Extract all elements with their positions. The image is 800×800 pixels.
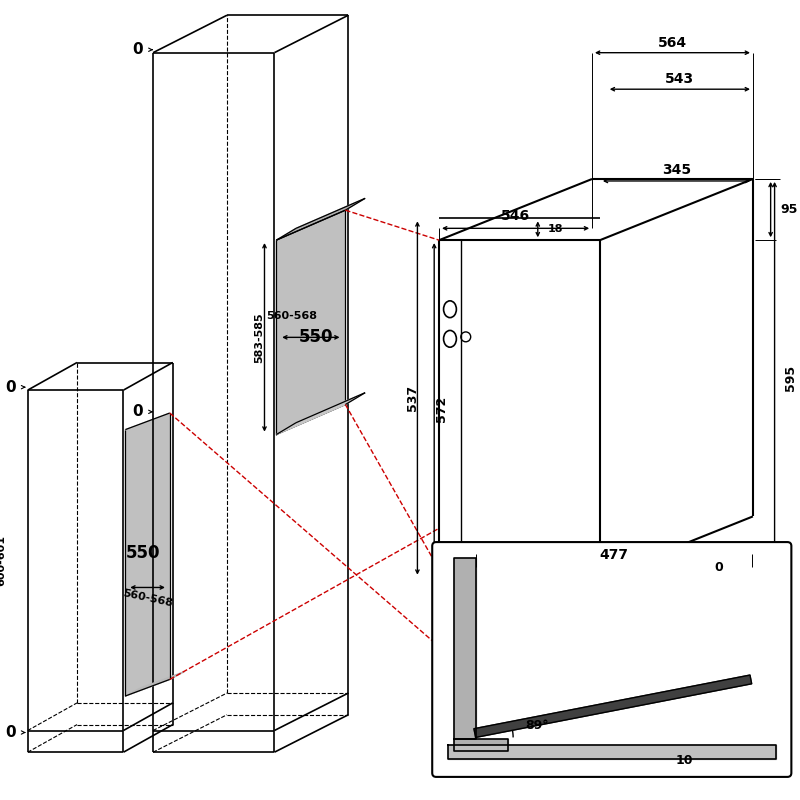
Text: 10: 10 (676, 754, 694, 766)
Text: 20: 20 (506, 582, 524, 595)
Polygon shape (474, 675, 752, 738)
Text: 572: 572 (434, 396, 447, 422)
Text: 583-585: 583-585 (254, 312, 265, 362)
Text: 550: 550 (298, 328, 333, 346)
Text: 5: 5 (457, 565, 465, 574)
Text: 0: 0 (6, 725, 16, 740)
Text: 0: 0 (133, 404, 143, 419)
Text: 543: 543 (666, 72, 694, 86)
Text: 18: 18 (548, 224, 563, 234)
Polygon shape (276, 198, 365, 240)
Text: 595: 595 (510, 594, 539, 608)
Polygon shape (454, 739, 508, 751)
Text: 595: 595 (785, 366, 798, 391)
Polygon shape (276, 210, 346, 434)
Polygon shape (126, 413, 170, 696)
Text: 564: 564 (658, 36, 687, 50)
FancyBboxPatch shape (432, 542, 791, 777)
Polygon shape (448, 746, 775, 759)
Text: 546: 546 (501, 210, 530, 223)
Text: 477: 477 (599, 548, 628, 562)
Text: 345: 345 (662, 163, 691, 177)
Polygon shape (454, 558, 476, 739)
Text: 95: 95 (781, 203, 798, 216)
Text: 0: 0 (6, 380, 16, 394)
Text: 560-568: 560-568 (266, 310, 318, 321)
Text: 550: 550 (126, 544, 160, 562)
Polygon shape (276, 393, 365, 434)
Text: 0: 0 (133, 42, 143, 58)
Text: 0: 0 (714, 562, 722, 574)
Text: 537: 537 (406, 385, 419, 411)
Text: 89°: 89° (525, 719, 549, 732)
Polygon shape (126, 671, 185, 696)
Text: 600-601: 600-601 (0, 535, 6, 586)
Text: 560-568: 560-568 (122, 588, 174, 609)
